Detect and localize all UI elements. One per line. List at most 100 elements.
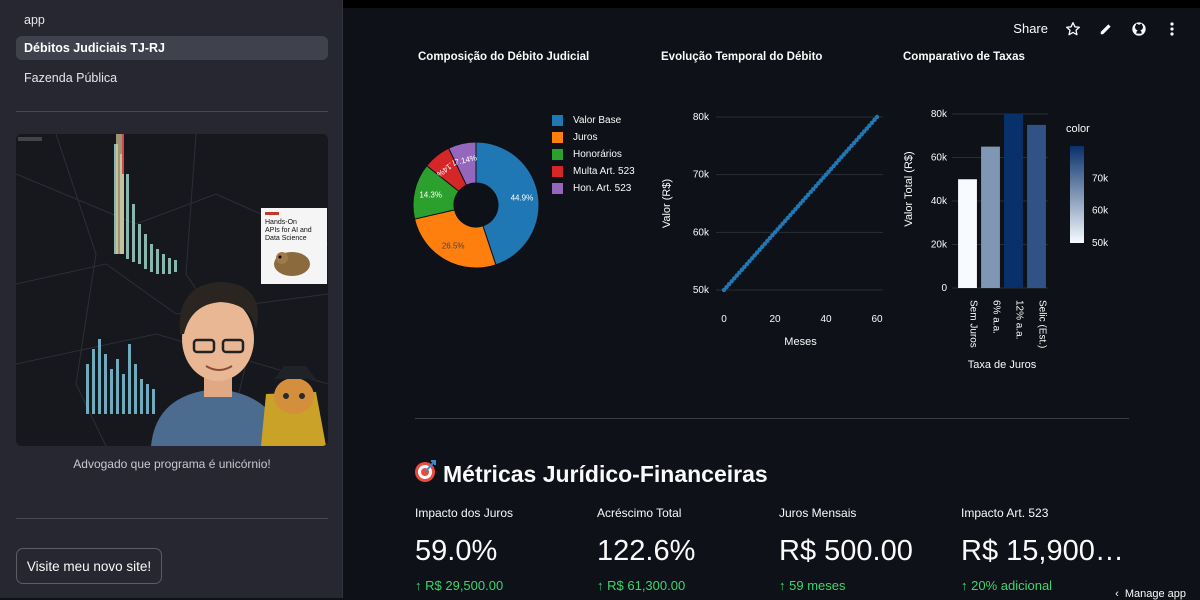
x-tick-label: 60 bbox=[871, 314, 883, 325]
data-point bbox=[737, 270, 742, 275]
bar-chart-title: Comparativo de Taxas bbox=[903, 51, 1025, 63]
bar bbox=[1027, 124, 1046, 288]
data-point bbox=[826, 169, 831, 174]
bar-chart: 0 20k 40k 60k 80k Sem Juros 6% a.a. 12% a.a. Sel… bbox=[903, 109, 1108, 371]
y-tick-label: 60k bbox=[693, 227, 710, 238]
data-point bbox=[805, 192, 811, 198]
data-point bbox=[744, 261, 750, 267]
x-tick-label: Sem Juros bbox=[968, 300, 979, 348]
metric-delta: ↑ 59 meses bbox=[779, 578, 846, 593]
colorbar-tick-label: 60k bbox=[1092, 206, 1108, 217]
data-point bbox=[867, 123, 872, 128]
legend-swatch bbox=[552, 149, 563, 160]
y-tick-label: 20k bbox=[931, 240, 948, 251]
data-point bbox=[729, 279, 734, 284]
metric-delta: ↑ R$ 61,300.00 bbox=[597, 578, 686, 593]
data-point bbox=[818, 178, 824, 183]
x-tick-label: 6% a.a. bbox=[991, 300, 1002, 334]
legend-label: Honorários bbox=[573, 149, 622, 160]
star-icon[interactable] bbox=[1064, 20, 1081, 37]
top-strip bbox=[0, 0, 1200, 8]
data-point bbox=[859, 132, 864, 137]
data-point bbox=[726, 282, 732, 287]
data-point bbox=[854, 137, 859, 143]
bar bbox=[958, 179, 977, 288]
data-point bbox=[864, 126, 869, 131]
github-icon[interactable] bbox=[1130, 20, 1147, 37]
metric-value: 59.0% bbox=[415, 535, 498, 567]
edit-pencil-icon[interactable] bbox=[1097, 20, 1114, 37]
x-axis-label: Taxa de Juros bbox=[968, 359, 1037, 371]
pie-slice-label: 26.5% bbox=[442, 242, 465, 251]
legend-item[interactable]: Valor Base bbox=[552, 112, 635, 129]
metric-label: Impacto Art. 523 bbox=[961, 506, 1049, 520]
y-tick-label: 70k bbox=[693, 170, 710, 181]
legend-item[interactable]: Honorários bbox=[552, 146, 635, 163]
line-chart: 50k 60k 70k 80k 0 20 40 60 Meses Valor (R$) bbox=[661, 112, 883, 348]
line-chart-title: Evolução Temporal do Débito bbox=[661, 51, 823, 63]
bar bbox=[981, 146, 1000, 288]
data-point bbox=[765, 238, 770, 244]
data-point bbox=[788, 212, 793, 218]
y-tick-label: 80k bbox=[931, 109, 948, 120]
data-point bbox=[770, 233, 775, 238]
data-point bbox=[790, 209, 796, 215]
bar bbox=[1004, 114, 1023, 288]
metric-value: R$ 500.00 bbox=[779, 535, 913, 567]
chevron-left-icon: ‹ bbox=[1115, 588, 1119, 600]
metric-card: Impacto Art. 523 R$ 15,900… ↑ 20% adicio… bbox=[961, 506, 1136, 593]
data-point bbox=[752, 253, 757, 258]
data-point bbox=[800, 198, 806, 203]
legend-item[interactable]: Hon. Art. 523 bbox=[552, 180, 635, 197]
pie-slice bbox=[448, 141, 477, 186]
legend-label: Hon. Art. 523 bbox=[573, 183, 632, 194]
donut-chart: 44.9%26.5%14.3%7.14%7.14% bbox=[412, 141, 540, 269]
svg-text:APIs for AI and: APIs for AI and bbox=[265, 227, 312, 234]
legend-item[interactable]: Juros bbox=[552, 129, 635, 146]
data-point bbox=[839, 155, 844, 160]
metric-card: Acréscimo Total 122.6% ↑ R$ 61,300.00 bbox=[597, 506, 767, 593]
colorbar-title: color bbox=[1066, 123, 1090, 135]
visit-site-button[interactable]: Visite meu novo site! bbox=[16, 548, 162, 584]
data-point bbox=[849, 143, 854, 149]
sidebar-item-debitos-judiciais[interactable]: Débitos Judiciais TJ-RJ bbox=[16, 36, 328, 60]
data-point bbox=[862, 129, 867, 134]
data-point bbox=[808, 189, 813, 195]
arrow-up-icon: ↑ bbox=[597, 578, 608, 593]
data-point bbox=[757, 247, 762, 252]
data-point bbox=[732, 276, 737, 281]
data-point bbox=[874, 114, 880, 120]
share-button[interactable]: Share bbox=[1013, 21, 1048, 36]
data-point bbox=[811, 186, 816, 192]
data-point bbox=[795, 204, 801, 209]
metric-card: Juros Mensais R$ 500.00 ↑ 59 meses bbox=[779, 506, 949, 593]
book-cover: Hands-On APIs for AI and Data Science bbox=[261, 208, 327, 284]
data-point bbox=[844, 149, 849, 154]
colorbar-tick-label: 50k bbox=[1092, 238, 1108, 249]
manage-app-button[interactable]: ‹ Manage app bbox=[1115, 588, 1186, 600]
target-icon bbox=[413, 459, 437, 489]
sidebar-item-fazenda-publica[interactable]: Fazenda Pública bbox=[24, 71, 118, 85]
data-point bbox=[777, 224, 783, 229]
data-point bbox=[785, 215, 790, 221]
y-tick-label: 60k bbox=[931, 153, 948, 164]
sidebar-item-app[interactable]: app bbox=[24, 13, 45, 27]
metric-delta: ↑ 20% adicional bbox=[961, 578, 1053, 593]
data-point bbox=[872, 117, 877, 123]
app-toolbar: Share bbox=[1013, 20, 1180, 37]
data-point bbox=[747, 258, 752, 264]
kebab-menu-icon[interactable] bbox=[1163, 20, 1180, 37]
pie-legend: Valor Base Juros Honorários Multa Art. 523 H… bbox=[552, 112, 635, 197]
arrow-up-icon: ↑ bbox=[415, 578, 426, 593]
metrics-title-text: Métricas Jurídico-Financeiras bbox=[443, 460, 768, 487]
samurai-cat-illustration bbox=[261, 366, 326, 446]
x-tick-label: 20 bbox=[769, 314, 781, 325]
legend-label: Valor Base bbox=[573, 115, 622, 126]
city-data-visual: Hands-On APIs for AI and Data Science bbox=[16, 134, 328, 446]
data-point bbox=[841, 152, 847, 157]
legend-label: Juros bbox=[573, 132, 598, 143]
y-tick-label: 40k bbox=[931, 196, 948, 207]
legend-label: Multa Art. 523 bbox=[573, 166, 635, 177]
data-point bbox=[762, 241, 767, 247]
legend-item[interactable]: Multa Art. 523 bbox=[552, 163, 635, 180]
